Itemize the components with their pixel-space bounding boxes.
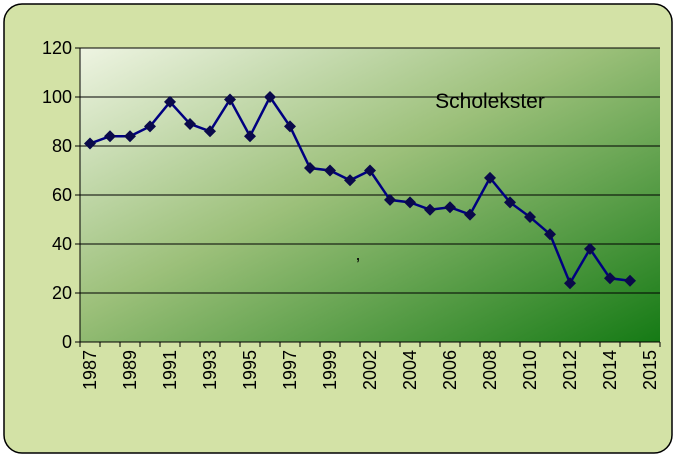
data-point xyxy=(564,277,576,290)
data-point xyxy=(144,120,156,133)
x-tick-label: 2010 xyxy=(520,350,540,390)
x-tick-label: 1989 xyxy=(120,350,140,390)
data-point xyxy=(184,117,196,130)
data-point xyxy=(624,274,636,287)
data-point xyxy=(164,95,176,108)
data-point xyxy=(224,93,236,106)
data-point xyxy=(104,130,116,143)
data-point xyxy=(584,242,596,255)
data-point xyxy=(544,228,556,241)
data-point xyxy=(444,201,456,214)
data-point xyxy=(84,137,96,150)
y-tick-label: 60 xyxy=(52,185,72,205)
y-tick-label: 120 xyxy=(42,38,72,58)
data-point xyxy=(124,130,136,143)
data-point xyxy=(244,130,256,143)
x-tick-label: 1993 xyxy=(200,350,220,390)
data-point xyxy=(264,91,276,103)
x-tick-label: 2008 xyxy=(480,350,500,390)
data-point xyxy=(384,193,396,206)
y-tick-label: 40 xyxy=(52,234,72,254)
data-point xyxy=(304,162,316,175)
x-tick-label: 1987 xyxy=(80,350,100,390)
chart-title: Scholekster xyxy=(435,90,545,113)
x-tick-label: 2014 xyxy=(600,350,620,390)
data-point xyxy=(504,196,516,209)
data-point xyxy=(324,164,336,177)
data-point xyxy=(424,203,436,216)
data-point xyxy=(524,211,536,224)
y-tick-label: 0 xyxy=(62,332,72,352)
x-tick-label: 2002 xyxy=(360,350,380,390)
x-tick-label: 2015 xyxy=(640,350,660,390)
x-tick-label: 1999 xyxy=(320,350,340,390)
x-tick-label: 2006 xyxy=(440,350,460,390)
x-tick-label: 1991 xyxy=(160,350,180,390)
x-tick-label: 2004 xyxy=(400,350,420,390)
data-point xyxy=(464,208,476,221)
x-tick-label: 2012 xyxy=(560,350,580,390)
data-point xyxy=(484,171,496,184)
data-point xyxy=(404,196,416,209)
x-tick-label: 1997 xyxy=(280,350,300,390)
x-tick-label: 1995 xyxy=(240,350,260,390)
y-tick-label: 100 xyxy=(42,87,72,107)
data-point xyxy=(284,120,296,133)
data-point xyxy=(364,164,376,177)
y-tick-label: 20 xyxy=(52,283,72,303)
data-point xyxy=(604,272,616,285)
annotation: , xyxy=(355,244,360,264)
y-tick-label: 80 xyxy=(52,136,72,156)
series-line xyxy=(89,94,631,287)
data-point xyxy=(204,125,216,138)
data-point xyxy=(344,174,356,187)
